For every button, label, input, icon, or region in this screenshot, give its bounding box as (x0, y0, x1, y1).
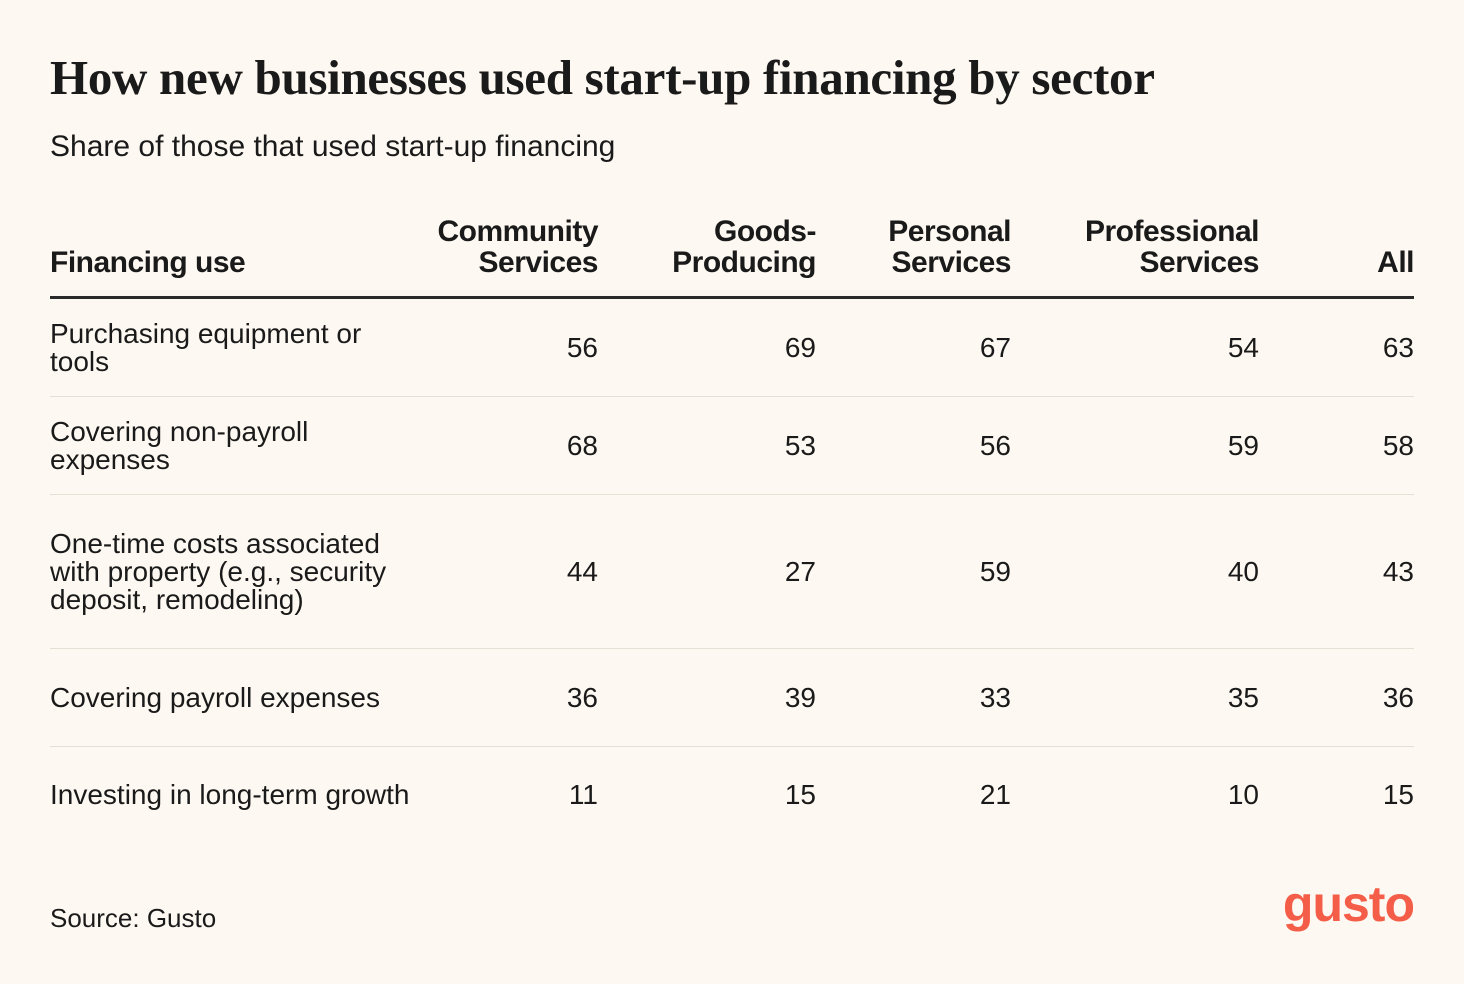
cell-value: 36 (410, 648, 598, 747)
table-row: One-time costs associated with property … (50, 494, 1414, 649)
row-label: Covering payroll expenses (50, 648, 410, 747)
cell-value: 56 (410, 297, 598, 397)
table-row: Purchasing equipment or tools 56 69 67 5… (50, 297, 1414, 397)
cell-value: 40 (1011, 494, 1259, 649)
row-label: One-time costs associated with property … (50, 494, 410, 649)
cell-value: 69 (598, 297, 816, 397)
cell-value: 56 (816, 396, 1011, 495)
row-label: Covering non-payroll expenses (50, 396, 410, 495)
cell-value: 58 (1259, 396, 1414, 495)
table-row: Covering non-payroll expenses 68 53 56 5… (50, 396, 1414, 495)
source-note: Source: Gusto (50, 903, 217, 933)
cell-value: 53 (598, 396, 816, 495)
chart-subtitle: Share of those that used start-up financ… (50, 130, 616, 163)
table-row: Covering payroll expenses 36 39 33 35 36 (50, 648, 1414, 747)
column-header-community-services: Community Services (410, 208, 599, 299)
cell-value: 67 (816, 297, 1011, 397)
cell-value: 54 (1011, 297, 1259, 397)
cell-value: 33 (816, 648, 1011, 747)
cell-value: 15 (1382, 779, 1414, 810)
cell-value: 63 (1259, 297, 1414, 397)
cell-value: 59 (816, 494, 1011, 649)
cell-value: 35 (1011, 648, 1259, 747)
cell-value: 44 (410, 494, 598, 649)
header-row: Financing use Community Services Goods-P… (50, 208, 1415, 299)
cell-value: 11 (568, 779, 598, 810)
gusto-logo: gusto (1282, 876, 1415, 932)
column-header-professional-services: Professional Services (1011, 208, 1260, 299)
cell-value: 59 (1011, 396, 1259, 495)
cell-value: 10 (1227, 779, 1259, 810)
cell-value: 39 (598, 648, 816, 747)
cell-value: 68 (410, 396, 598, 495)
column-header-financing-use: Financing use (50, 208, 410, 299)
row-label: Purchasing equipment or tools (50, 297, 410, 397)
column-header-goods-producing: Goods-Producing (598, 208, 817, 299)
cell-value: 15 (784, 779, 816, 810)
column-header-all: All (1259, 208, 1415, 299)
row-label: Investing in long-term growth (50, 779, 410, 810)
data-table: Financing use Community Services Goods-P… (50, 208, 1415, 844)
column-header-personal-services: Personal Services (816, 208, 1012, 299)
chart-title: How new businesses used start-up financi… (50, 50, 1155, 105)
cell-value: 43 (1259, 494, 1414, 649)
cell-value: 21 (979, 779, 1011, 810)
table-row: Investing in long-term growth 11 15 21 1… (50, 747, 1414, 844)
cell-value: 36 (1259, 648, 1414, 747)
cell-value: 27 (598, 494, 816, 649)
